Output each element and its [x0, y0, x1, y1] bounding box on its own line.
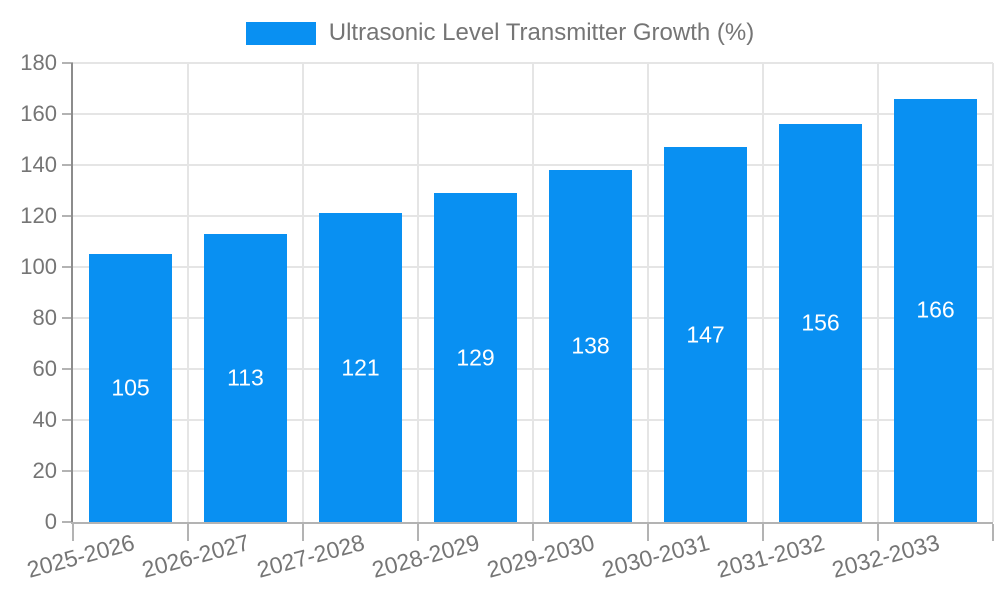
x-tick-label: 2028-2029 [368, 529, 482, 583]
x-tick [302, 524, 304, 541]
y-tick-label: 80 [32, 305, 57, 330]
y-tick-label: 100 [20, 254, 57, 279]
y-tick [62, 368, 73, 370]
y-tick-label: 40 [32, 407, 57, 432]
y-tick [62, 164, 73, 166]
bar-value-label: 105 [111, 374, 150, 401]
bar-value-label: 113 [227, 364, 264, 391]
v-gridline [992, 63, 994, 522]
x-tick [762, 524, 764, 541]
bar-value-label: 166 [916, 296, 955, 323]
v-gridline [762, 63, 764, 522]
y-tick [62, 317, 73, 319]
y-tick-label: 140 [20, 152, 57, 177]
y-tick [62, 266, 73, 268]
x-tick-label: 2027-2028 [253, 529, 367, 583]
x-tick [532, 524, 534, 541]
bar [319, 213, 402, 522]
y-axis-line [71, 63, 73, 524]
x-tick [187, 524, 189, 541]
v-gridline [187, 63, 189, 522]
x-tick-label: 2031-2032 [713, 529, 827, 583]
x-tick-label: 2026-2027 [138, 529, 252, 583]
y-tick [62, 113, 73, 115]
bar-value-label: 138 [571, 332, 610, 359]
bar [894, 98, 977, 522]
y-tick [62, 521, 73, 523]
bar-value-label: 121 [341, 354, 380, 381]
x-tick [417, 524, 419, 541]
x-tick-label: 2030-2031 [598, 529, 712, 583]
x-tick [72, 524, 74, 541]
y-tick [62, 62, 73, 64]
y-tick-label: 60 [32, 356, 57, 381]
bar [204, 233, 287, 522]
bar [664, 147, 747, 522]
y-tick-label: 160 [20, 101, 57, 126]
y-tick [62, 215, 73, 217]
bar-value-label: 147 [686, 321, 725, 348]
y-tick-label: 0 [44, 509, 57, 534]
bar [434, 193, 517, 522]
legend-series-label: Ultrasonic Level Transmitter Growth (%) [328, 19, 755, 46]
v-gridline [877, 63, 879, 522]
x-tick [647, 524, 649, 541]
bar [779, 124, 862, 522]
x-tick-label: 2029-2030 [483, 529, 597, 583]
x-tick-label: 2032-2033 [828, 529, 942, 583]
x-tick-label: 2025-2026 [23, 529, 137, 583]
v-gridline [417, 63, 419, 522]
y-tick-label: 120 [20, 203, 57, 228]
y-tick [62, 470, 73, 472]
bar [549, 170, 632, 522]
legend-swatch [245, 21, 316, 45]
y-tick-label: 20 [32, 458, 57, 483]
y-tick-label: 180 [20, 50, 57, 75]
y-tick [62, 419, 73, 421]
bar [89, 254, 172, 522]
bar-value-label: 156 [801, 309, 840, 336]
legend: Ultrasonic Level Transmitter Growth (%) [0, 19, 1000, 47]
v-gridline [302, 63, 304, 522]
x-tick [992, 524, 994, 541]
bar-value-label: 129 [456, 344, 495, 371]
v-gridline [532, 63, 534, 522]
x-axis-line [71, 522, 993, 524]
v-gridline [647, 63, 649, 522]
x-tick [877, 524, 879, 541]
